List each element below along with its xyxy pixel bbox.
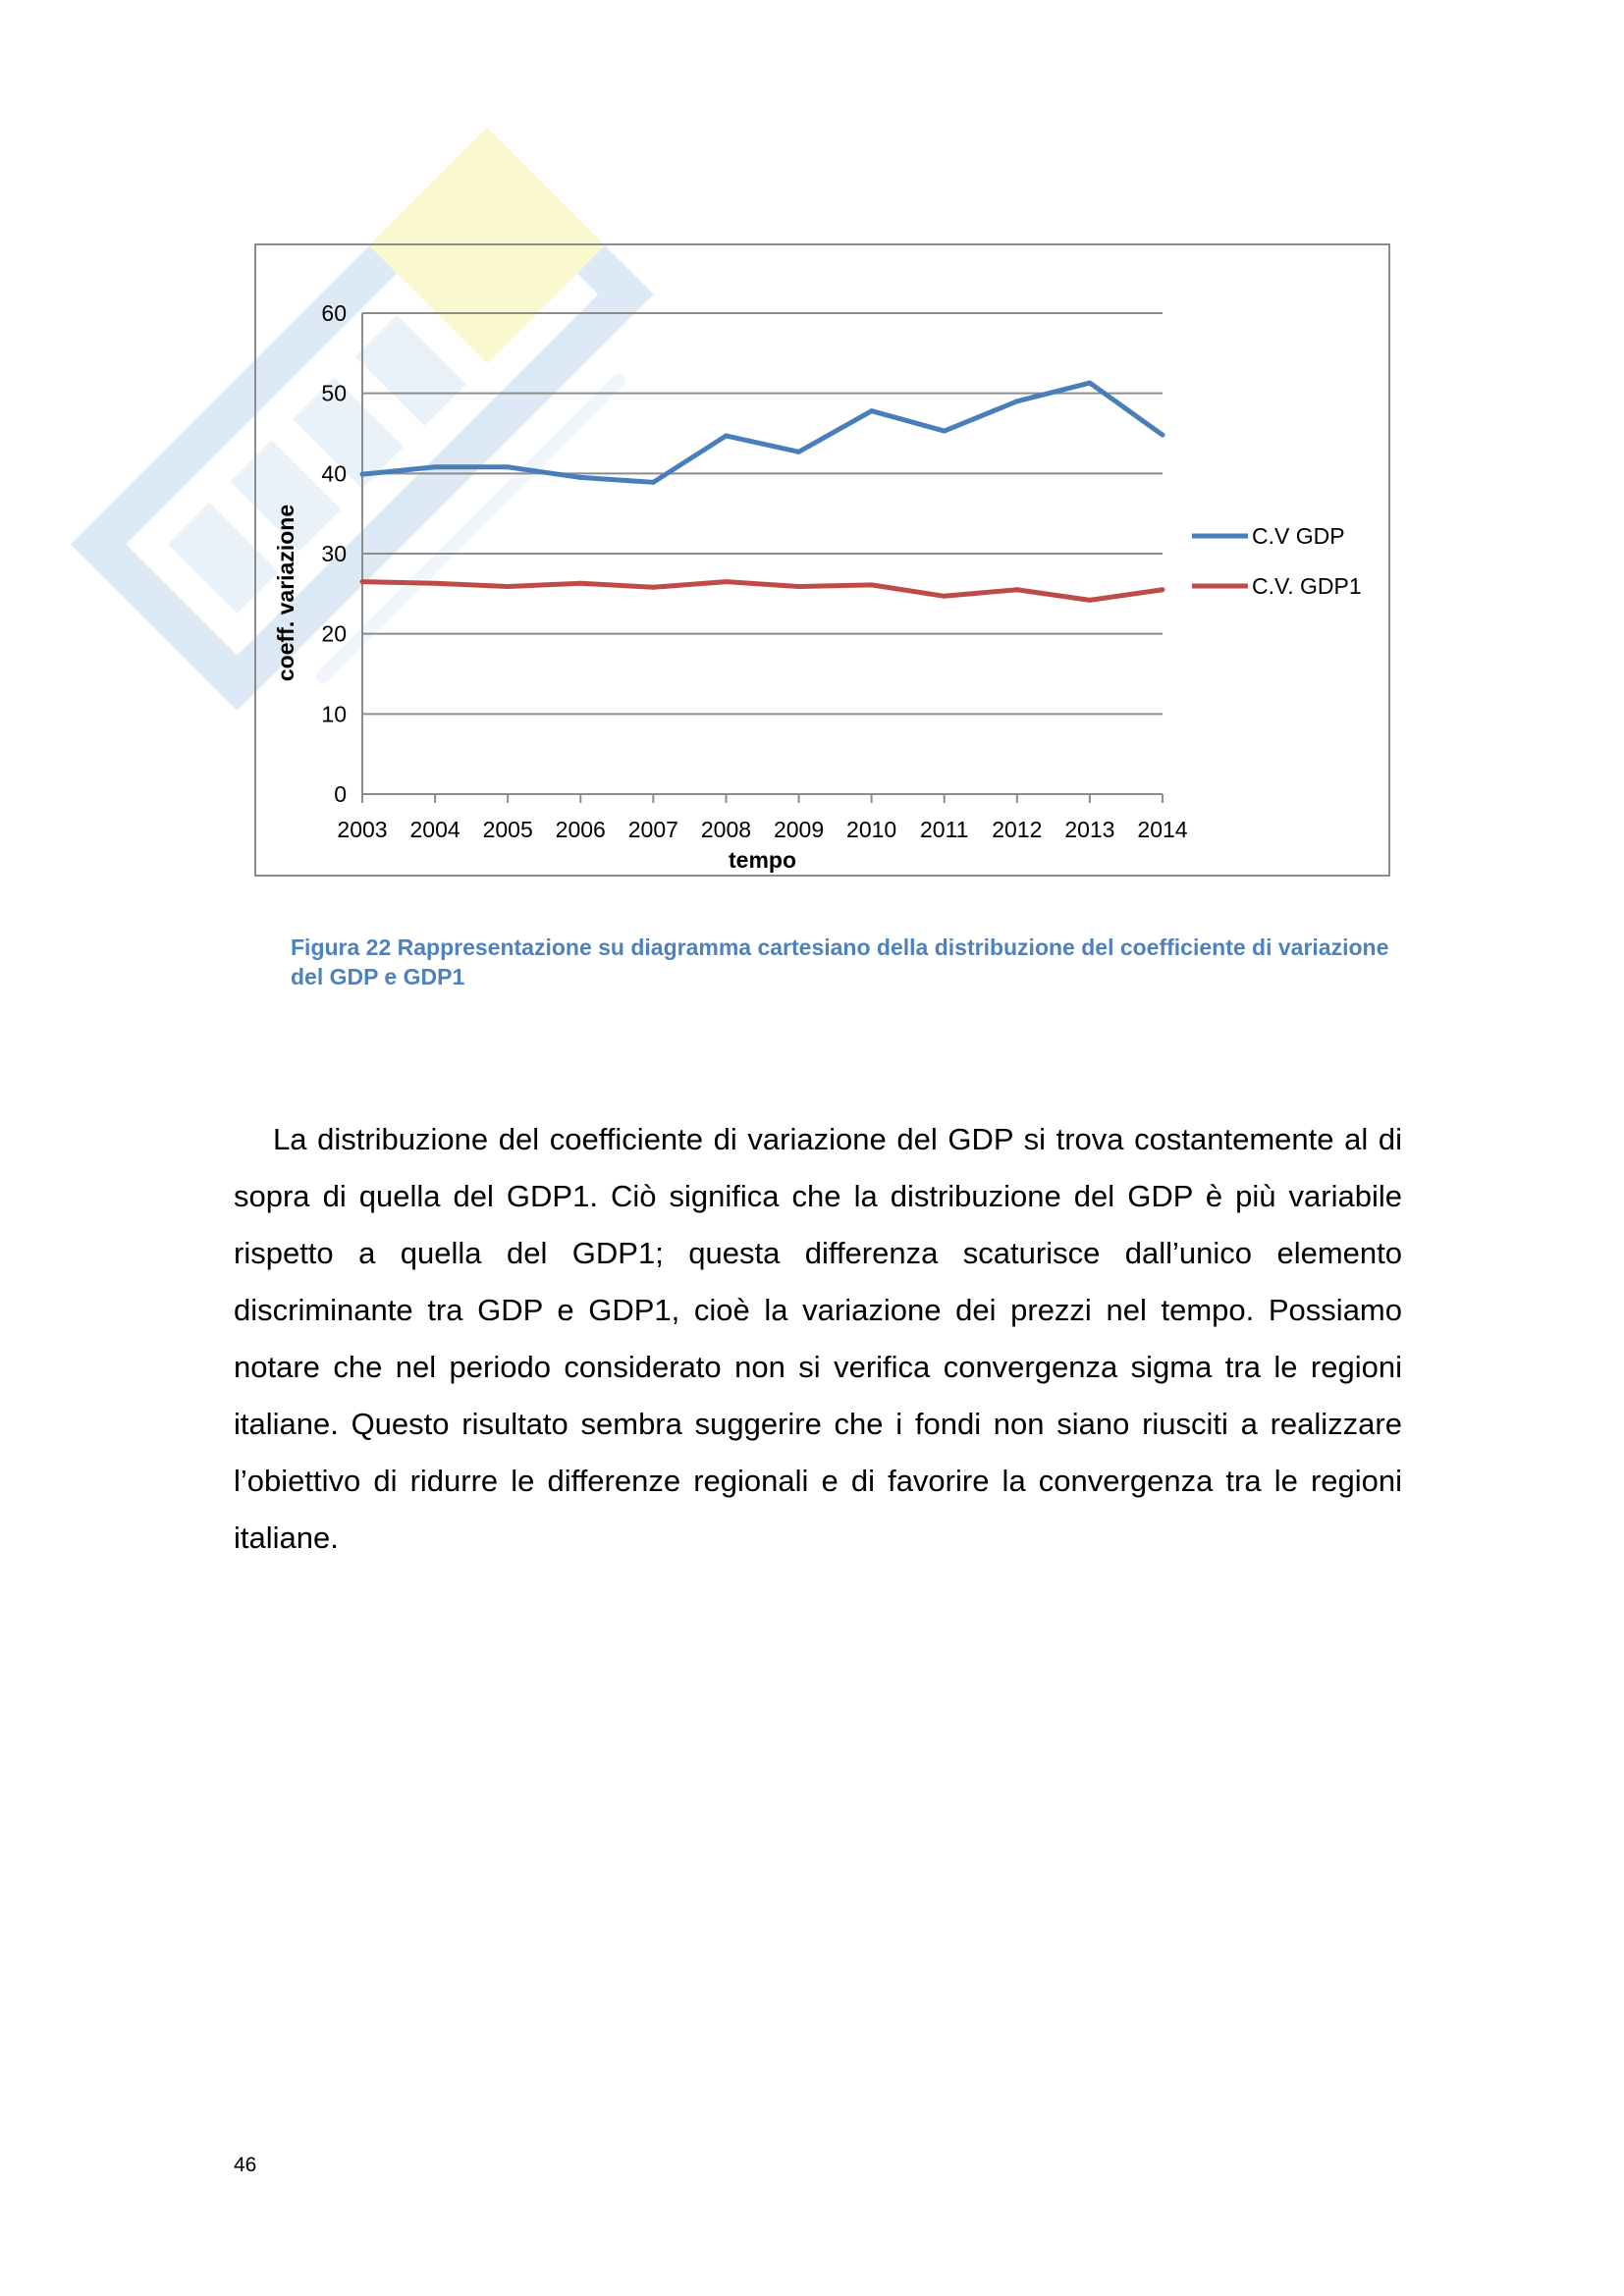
data-point: [869, 408, 875, 414]
y-tick-label: 0: [334, 781, 347, 807]
data-point: [359, 471, 365, 477]
legend-label: C.V. GDP1: [1252, 573, 1362, 599]
data-point: [432, 580, 438, 586]
x-axis-title: tempo: [729, 847, 796, 873]
y-tick-label: 20: [321, 621, 347, 647]
page-number: 46: [234, 2154, 257, 2176]
x-tick-label: 2008: [701, 817, 751, 842]
y-tick-label: 40: [321, 460, 347, 486]
series-line-cv-gdp1: [361, 579, 1164, 603]
data-point: [796, 583, 802, 589]
x-tick-label: 2003: [337, 817, 387, 842]
line-chart: 0 10 20 30 40 50 60 2003 2004 2005 2006 2007 2008 200…: [273, 300, 1362, 873]
body-paragraph: La distribuzione del coefficiente di var…: [234, 1122, 1402, 1555]
x-tick-label: 2010: [846, 817, 896, 842]
series-line-cv-gdp: [361, 380, 1164, 485]
x-tick-label: 2012: [992, 817, 1042, 842]
data-point: [942, 593, 947, 599]
data-point: [577, 580, 583, 586]
data-point: [650, 584, 656, 590]
data-point: [505, 464, 511, 470]
data-point: [1087, 597, 1093, 603]
data-point: [942, 428, 947, 434]
x-tick-label: 2014: [1137, 817, 1187, 842]
x-tick-label: 2004: [410, 817, 460, 842]
y-tick-label: 10: [321, 701, 347, 726]
x-tick-label: 2011: [920, 817, 968, 842]
data-point: [577, 474, 583, 480]
data-point: [1014, 587, 1020, 593]
y-axis-title: coeff. variazione: [273, 505, 298, 681]
data-point: [796, 449, 802, 454]
figure-caption: Figura 22 Rappresentazione su diagramma …: [291, 934, 1389, 989]
x-tick-label: 2005: [483, 817, 533, 842]
x-tick-label: 2006: [556, 817, 606, 842]
data-point: [1014, 399, 1020, 404]
y-tick-label: 60: [321, 300, 347, 326]
chart-container: 0 10 20 30 40 50 60 2003 2004 2005 2006 2007 2008 200…: [254, 243, 1390, 877]
data-point: [650, 479, 656, 485]
data-point: [1160, 432, 1165, 438]
data-point: [1087, 380, 1093, 386]
data-point: [505, 583, 511, 589]
data-point: [432, 464, 438, 470]
y-tick-label: 30: [321, 541, 347, 566]
data-point: [359, 579, 365, 585]
y-tick-label: 50: [321, 381, 347, 406]
x-tick-label: 2013: [1064, 817, 1114, 842]
data-point: [723, 433, 729, 439]
data-point: [869, 582, 875, 588]
legend-label: C.V GDP: [1252, 523, 1345, 549]
data-point: [723, 579, 729, 585]
data-point: [1160, 587, 1165, 593]
x-tick-label: 2009: [774, 817, 824, 842]
x-tick-label: 2007: [628, 817, 678, 842]
